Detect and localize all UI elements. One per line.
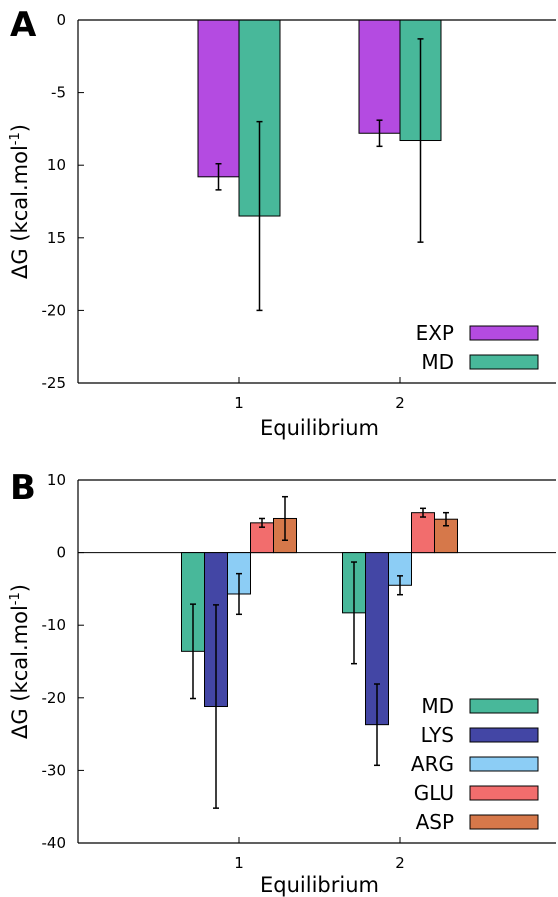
legend-label-lys: LYS	[421, 723, 454, 747]
legend-label-exp: EXP	[416, 321, 454, 345]
y-tick-label: -30	[42, 761, 67, 779]
y-tick-label: -10	[42, 616, 67, 634]
y-axis-title-close: )	[8, 124, 32, 132]
legend-label-arg: ARG	[411, 752, 454, 776]
bar-glu-2	[411, 512, 435, 554]
legend-label-md: MD	[421, 350, 454, 374]
y-axis-title-main: ΔG (kcal.mol	[8, 605, 32, 739]
legend-label-glu: GLU	[414, 781, 454, 805]
legend-swatch-md	[469, 354, 539, 370]
y-tick-label: -25	[42, 374, 67, 392]
y-axis-title-main: ΔG (kcal.mol	[8, 145, 32, 279]
y-tick-label: 0	[56, 544, 66, 562]
legend-swatch-md	[469, 698, 539, 714]
legend-swatch-lys	[469, 727, 539, 743]
legend-swatch-asp	[469, 814, 539, 830]
y-tick-label: -20	[42, 301, 67, 319]
panel-label: B	[10, 468, 36, 508]
y-axis-title-superscript: -1	[8, 132, 23, 145]
y-tick-label: -40	[42, 834, 67, 852]
x-tick-label: 1	[234, 394, 244, 412]
y-tick-label: 10	[47, 471, 66, 489]
legend-swatch-arg	[469, 756, 539, 772]
legend-label-md: MD	[421, 694, 454, 718]
legend-label-asp: ASP	[416, 810, 454, 834]
bar-exp-1	[197, 19, 240, 178]
y-tick-label: 15	[47, 229, 66, 247]
x-axis-title: Equilibrium	[260, 416, 379, 440]
x-axis-title: Equilibrium	[260, 873, 379, 897]
y-axis-title: ΔG (kcal.mol-1)	[8, 124, 32, 279]
y-axis-title-superscript: -1	[8, 592, 23, 605]
legend-swatch-glu	[469, 785, 539, 801]
panel-label: A	[10, 5, 37, 45]
x-tick-label: 2	[395, 394, 405, 412]
legend-swatch-exp	[469, 325, 539, 341]
y-axis-title-close: )	[8, 584, 32, 592]
y-tick-label: -20	[42, 689, 67, 707]
bar-exp-2	[358, 19, 401, 134]
y-tick-label: -5	[51, 84, 66, 102]
x-tick-label: 2	[395, 854, 405, 872]
y-tick-label: 10	[47, 156, 66, 174]
x-tick-label: 1	[234, 854, 244, 872]
chart-panel-a: A 0 -5 10 15 -20 -25 1 2 Equilibrium ΔG (kcal.mol-…	[8, 5, 556, 440]
chart-panel-b: B 10 0 -10 -20 -30 -40 1 2 Equilibrium ΔG (kcal.mo…	[8, 468, 556, 897]
y-axis-title: ΔG (kcal.mol-1)	[8, 584, 32, 739]
y-tick-label: 0	[56, 11, 66, 29]
